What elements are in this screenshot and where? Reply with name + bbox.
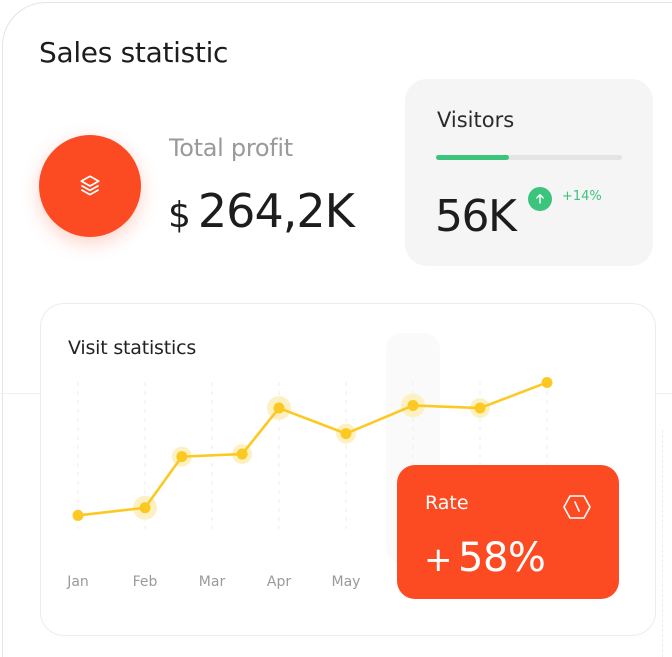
visitors-progress-fill xyxy=(436,155,509,160)
x-axis-label: May xyxy=(331,574,361,590)
x-axis-label: Jan xyxy=(67,574,89,590)
currency-symbol: $ xyxy=(168,195,191,236)
divider xyxy=(656,393,672,394)
trend-badge xyxy=(528,187,552,211)
data-point[interactable] xyxy=(72,509,84,521)
visitors-value: 56K xyxy=(435,191,517,242)
x-axis-label: Feb xyxy=(132,574,158,590)
data-point[interactable] xyxy=(273,402,285,414)
data-point[interactable] xyxy=(176,451,188,463)
profit-amount: 264,2K xyxy=(197,184,355,238)
arrow-up-icon xyxy=(536,194,544,204)
data-point[interactable] xyxy=(541,376,553,388)
visitors-label: Visitors xyxy=(437,108,515,132)
rate-value: +58% xyxy=(424,535,546,581)
profit-label: Total profit xyxy=(169,134,293,162)
data-point[interactable] xyxy=(474,402,486,414)
chart-title: Visit statistics xyxy=(68,337,197,359)
rate-percent: 58% xyxy=(458,535,546,581)
rate-sign: + xyxy=(424,540,453,580)
profit-value: $264,2K xyxy=(168,184,355,238)
x-axis-label: Apr xyxy=(266,574,292,590)
gridline xyxy=(662,430,663,657)
data-point[interactable] xyxy=(139,502,151,514)
layers-icon xyxy=(80,175,100,196)
data-point[interactable] xyxy=(236,448,248,460)
visitors-progress-bar xyxy=(436,155,622,160)
x-axis-label: Mar xyxy=(198,574,226,590)
trend-percent: +14% xyxy=(562,189,602,204)
page-title: Sales statistic xyxy=(39,36,229,69)
profit-icon-button[interactable] xyxy=(39,135,141,237)
divider xyxy=(0,393,40,394)
data-point[interactable] xyxy=(340,428,352,440)
rate-card: Rate +58% xyxy=(397,465,619,599)
data-point[interactable] xyxy=(407,399,419,411)
hexagon-slash-icon[interactable] xyxy=(562,492,592,522)
rate-label: Rate xyxy=(425,492,469,514)
visitors-card: Visitors 56K +14% xyxy=(405,79,653,266)
